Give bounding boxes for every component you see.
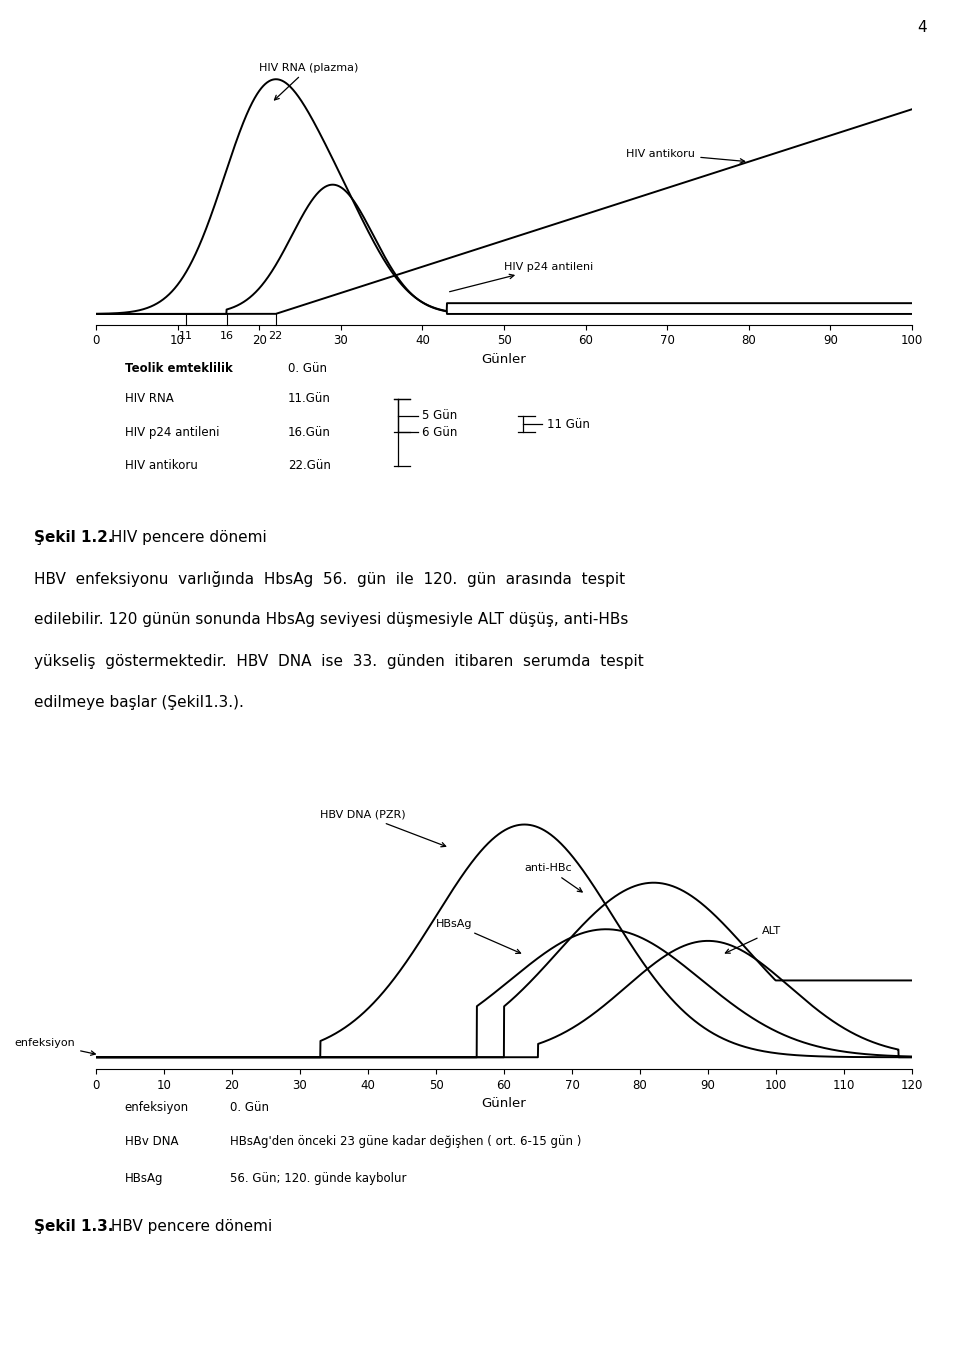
Text: Şekil 1.3.: Şekil 1.3. — [34, 1219, 113, 1234]
Text: edilmeye başlar (Şekil1.3.).: edilmeye başlar (Şekil1.3.). — [34, 695, 244, 710]
X-axis label: Günler: Günler — [482, 1097, 526, 1111]
Text: HBsAg: HBsAg — [125, 1172, 163, 1185]
Text: HBV DNA (PZR): HBV DNA (PZR) — [321, 810, 445, 847]
Text: 0. Gün: 0. Gün — [288, 361, 327, 375]
Text: Şekil 1.2.: Şekil 1.2. — [34, 530, 113, 545]
Text: HBV pencere dönemi: HBV pencere dönemi — [106, 1219, 272, 1234]
Text: 22: 22 — [269, 331, 282, 341]
Text: 11.Gün: 11.Gün — [288, 392, 331, 406]
Text: HIV pencere dönemi: HIV pencere dönemi — [106, 530, 266, 545]
Text: HBsAg'den önceki 23 güne kadar değişhen ( ort. 6-15 gün ): HBsAg'den önceki 23 güne kadar değişhen … — [230, 1135, 582, 1149]
Text: HIV RNA (plazma): HIV RNA (plazma) — [259, 62, 359, 100]
Text: 0. Gün: 0. Gün — [230, 1101, 270, 1114]
Text: enfeksiyon: enfeksiyon — [14, 1038, 95, 1055]
Text: yükseliş  göstermektedir.  HBV  DNA  ise  33.  günden  itibaren  serumda  tespit: yükseliş göstermektedir. HBV DNA ise 33.… — [34, 653, 643, 668]
X-axis label: Günler: Günler — [482, 353, 526, 367]
Text: ALT: ALT — [726, 927, 781, 954]
Text: anti-HBc: anti-HBc — [524, 863, 582, 892]
Text: 6 Gün: 6 Gün — [422, 426, 458, 438]
Text: edilebilir. 120 günün sonunda HbsAg seviyesi düşmesiyle ALT düşüş, anti-HBs: edilebilir. 120 günün sonunda HbsAg sevi… — [34, 613, 628, 628]
Text: 5 Gün: 5 Gün — [422, 409, 458, 422]
Text: 11 Gün: 11 Gün — [547, 418, 590, 430]
Text: enfeksiyon: enfeksiyon — [125, 1101, 189, 1114]
Text: 16: 16 — [220, 331, 233, 341]
Text: HIV p24 antileni: HIV p24 antileni — [125, 426, 219, 438]
Text: HIV antikoru: HIV antikoru — [125, 459, 198, 472]
Text: HBv DNA: HBv DNA — [125, 1135, 179, 1149]
Text: 11: 11 — [179, 331, 193, 341]
Text: 56. Gün; 120. günde kaybolur: 56. Gün; 120. günde kaybolur — [230, 1172, 407, 1185]
Text: HBV  enfeksiyonu  varlığında  HbsAg  56.  gün  ile  120.  gün  arasında  tespit: HBV enfeksiyonu varlığında HbsAg 56. gün… — [34, 571, 625, 587]
Text: 16.Gün: 16.Gün — [288, 426, 331, 438]
Text: 4: 4 — [917, 20, 926, 35]
Text: HIV RNA: HIV RNA — [125, 392, 174, 406]
Text: 22.Gün: 22.Gün — [288, 459, 331, 472]
Text: HBsAg: HBsAg — [436, 919, 520, 954]
Text: HIV p24 antileni: HIV p24 antileni — [449, 261, 593, 292]
Text: Teolik emteklilik: Teolik emteklilik — [125, 361, 232, 375]
Text: HIV antikoru: HIV antikoru — [626, 149, 745, 164]
